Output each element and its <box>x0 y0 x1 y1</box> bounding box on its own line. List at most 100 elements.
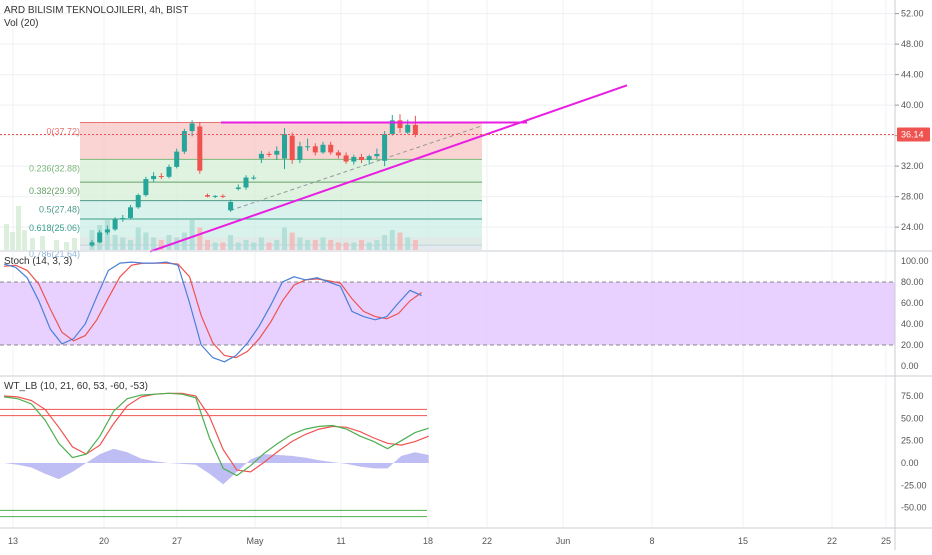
time-axis-label: 22 <box>827 536 837 546</box>
volume-bar <box>10 232 15 250</box>
stoch-axis-label: 20.00 <box>901 340 924 350</box>
stoch-axis-label: 100.00 <box>901 256 929 266</box>
candle-body <box>297 146 303 161</box>
last-price-label: 36.14 <box>901 130 924 140</box>
candle-body <box>374 153 380 157</box>
candle-body <box>228 201 234 211</box>
time-axis-label: May <box>246 536 264 546</box>
fib-level-label: 0.618(25.06) <box>29 223 80 233</box>
volume-bar <box>389 230 395 250</box>
volume-bar <box>174 237 180 250</box>
candle-body <box>251 177 257 179</box>
volume-bar <box>274 240 280 250</box>
wt2-line <box>3 392 429 473</box>
volume-bar <box>243 240 249 250</box>
candle-body <box>189 123 195 132</box>
candle-body <box>166 166 172 177</box>
time-axis-label: 18 <box>423 536 433 546</box>
volume-bar <box>135 227 141 250</box>
dashed-trend-line <box>230 126 481 211</box>
candle-body <box>312 146 318 153</box>
stoch-band-fill <box>0 282 895 345</box>
volume-bar <box>405 237 411 250</box>
volume-bar <box>112 235 118 250</box>
candle-body <box>274 150 280 155</box>
candle-body <box>135 195 141 208</box>
volume-bar <box>166 235 172 250</box>
volume-bar <box>22 230 27 250</box>
wt-axis-label: 25.00 <box>901 436 924 446</box>
time-axis-label: 15 <box>738 536 748 546</box>
volume-bar <box>282 227 287 250</box>
candle-body <box>120 217 126 220</box>
volume-bar <box>120 237 126 250</box>
time-axis-label: 25 <box>881 536 891 546</box>
symbol-title: ARD BILISIM TEKNOLOJILERI, 4h, BIST <box>4 5 189 16</box>
time-axis-label: 11 <box>336 536 345 546</box>
wt-axis-label: -50.00 <box>901 503 927 513</box>
candle-body <box>104 229 110 233</box>
volume-bar <box>397 232 403 250</box>
candle-body <box>205 195 210 197</box>
wt1-line <box>3 392 429 477</box>
wt-label: WT_LB (10, 21, 60, 53, -60, -53) <box>4 381 148 392</box>
volume-bar <box>89 230 95 250</box>
candle-body <box>405 124 411 133</box>
wt-histogram <box>4 448 429 485</box>
candle-body <box>174 151 180 167</box>
candle-body <box>258 153 264 159</box>
volume-bar <box>374 240 380 250</box>
candle-body <box>243 177 249 188</box>
volume-bar <box>151 237 157 250</box>
volume-bar <box>30 238 35 250</box>
volume-bar <box>143 232 149 250</box>
volume-bar <box>128 240 133 250</box>
candle-body <box>235 187 241 189</box>
candle-body <box>97 232 103 243</box>
stoch-axis-label: 80.00 <box>901 277 924 287</box>
fib-level-label: 0.382(29.90) <box>29 186 80 196</box>
wt-axis-label: 75.00 <box>901 391 924 401</box>
volume-bar <box>64 242 69 250</box>
candle-body <box>305 146 311 148</box>
price-axis-label: 32.00 <box>901 161 924 171</box>
candle-body <box>181 131 187 152</box>
volume-bar <box>320 237 326 250</box>
candle-body <box>143 179 149 196</box>
wt-axis-label: 50.00 <box>901 413 924 423</box>
volume-bar <box>212 242 218 250</box>
stoch-axis-label: 0.00 <box>901 361 919 371</box>
volume-bar <box>181 232 187 250</box>
volume-bar <box>289 232 295 250</box>
time-axis-label: 22 <box>482 536 492 546</box>
volume-label: Vol (20) <box>4 18 39 29</box>
volume-bar <box>104 220 110 250</box>
candle-body <box>112 219 118 230</box>
candle-body <box>320 144 326 153</box>
last-price-badge <box>897 127 930 142</box>
volume-bar <box>343 242 349 250</box>
support-trendline <box>149 84 628 253</box>
volume-bar <box>351 242 357 250</box>
volume-bar <box>328 240 334 250</box>
volume-bar <box>228 235 234 250</box>
volume-bar <box>205 240 210 250</box>
stoch-d-line <box>3 262 422 359</box>
fib-level-label: 0(37.72) <box>46 127 80 137</box>
candle-body <box>328 144 334 153</box>
volume-bar <box>40 236 45 250</box>
stoch-k-line <box>3 261 422 363</box>
candle-body <box>412 124 418 135</box>
volume-bar <box>158 240 164 250</box>
time-axis-label: Jun <box>556 536 571 546</box>
stoch-axis-label: 40.00 <box>901 319 924 329</box>
volume-bar <box>412 240 418 250</box>
volume-bar <box>258 237 264 250</box>
volume-bar <box>266 242 272 250</box>
candle-body <box>158 176 164 178</box>
fib-level-label: 0.236(32.88) <box>29 163 80 173</box>
candle-body <box>366 156 372 161</box>
volume-bar <box>335 242 341 250</box>
